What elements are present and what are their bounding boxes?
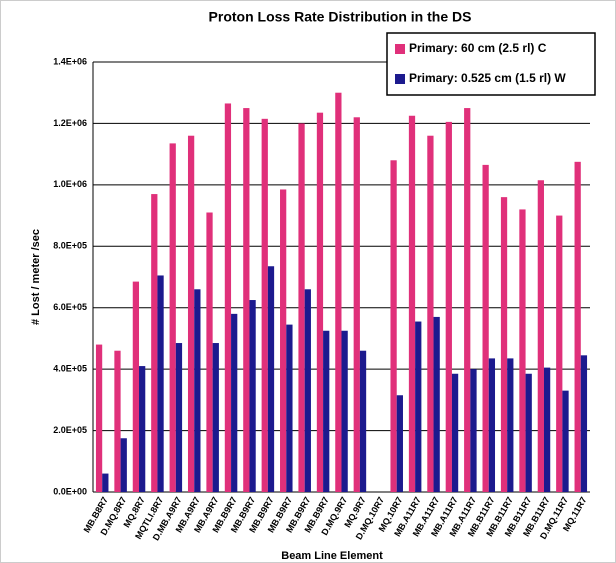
bar (359, 350, 367, 492)
bar (316, 112, 324, 492)
y-tick-label: 8.0E+05 (53, 241, 87, 251)
bar (580, 355, 588, 492)
bar (519, 209, 526, 492)
bar (151, 194, 158, 493)
x-axis-label: Beam Line Element (281, 550, 383, 562)
bar (408, 115, 416, 492)
bar (537, 180, 544, 492)
bar (280, 189, 287, 492)
bar (243, 108, 250, 493)
bar (323, 330, 330, 492)
bar (261, 118, 268, 493)
bar (335, 92, 342, 492)
y-tick-label: 4.0E+05 (53, 364, 87, 374)
bar (157, 275, 164, 492)
y-tick-label: 6.0E+05 (53, 302, 87, 312)
y-tick-label: 1.2E+06 (53, 118, 87, 128)
y-tick-label: 1.0E+06 (53, 179, 87, 189)
bar (470, 369, 477, 492)
bar (433, 316, 440, 492)
legend: Primary: 60 cm (2.5 rl) C Primary: 0.525 … (386, 32, 596, 96)
bar (212, 343, 219, 492)
bar (427, 135, 434, 492)
chart-title: Proton Loss Rate Distribution in the DS (209, 9, 472, 25)
legend-label: Primary: 60 cm (2.5 rl) C (409, 41, 547, 55)
bar (464, 108, 471, 493)
legend-swatch (395, 44, 405, 54)
bar (482, 164, 489, 492)
bar (114, 350, 121, 492)
bar (543, 367, 551, 492)
bar (194, 289, 201, 492)
y-tick-label: 1.4E+06 (53, 56, 87, 66)
bar (396, 395, 403, 492)
bar (556, 215, 563, 493)
bar (353, 117, 360, 493)
y-tick-label: 0.0E+00 (53, 486, 87, 496)
bar (95, 344, 103, 492)
legend-label: Primary: 0.525 cm (1.5 rl) W (409, 71, 566, 85)
bar (102, 473, 109, 492)
bar (574, 161, 581, 493)
bar (187, 135, 195, 492)
bar (525, 373, 532, 492)
bar (445, 121, 452, 493)
bar (175, 343, 183, 492)
bar (206, 212, 213, 492)
bar (415, 321, 422, 492)
bar (390, 160, 397, 493)
bar (562, 390, 569, 492)
y-axis-label: # Lost / meter /sec (30, 229, 42, 325)
bar (231, 313, 238, 492)
bar (120, 438, 127, 492)
bar (507, 358, 514, 492)
bar (132, 281, 140, 492)
bar (500, 197, 508, 492)
bar (249, 300, 256, 492)
legend-box (386, 32, 596, 96)
bar (304, 289, 311, 492)
bar (139, 366, 146, 492)
bar (341, 330, 348, 492)
bar (286, 324, 293, 492)
bar (298, 123, 305, 492)
legend-swatch (395, 74, 405, 84)
bar (224, 103, 232, 492)
bar (169, 143, 176, 492)
bar (488, 358, 496, 492)
bar (451, 373, 459, 492)
bar (267, 266, 275, 492)
y-tick-label: 2.0E+05 (53, 425, 87, 435)
